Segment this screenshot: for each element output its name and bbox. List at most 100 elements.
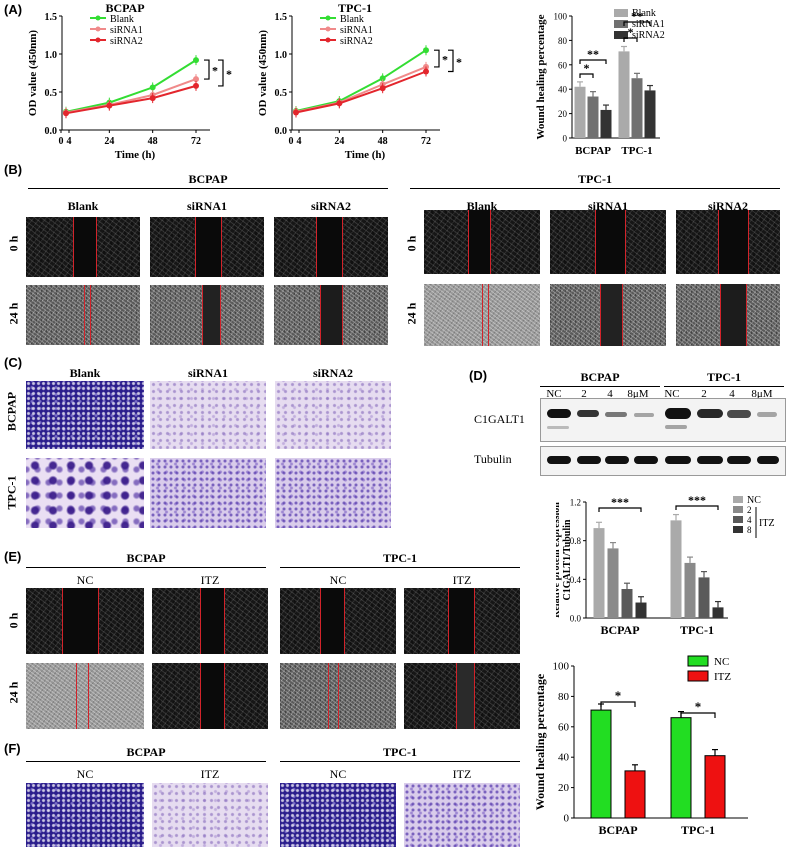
blot-target bbox=[540, 398, 786, 442]
chart-title: BCPAP bbox=[105, 1, 144, 15]
blot-band bbox=[605, 412, 627, 417]
y-tick-label: 100 bbox=[554, 12, 568, 22]
group-divider bbox=[540, 386, 660, 387]
sig-label: * bbox=[456, 55, 462, 69]
blot-band bbox=[547, 409, 571, 418]
legend-marker bbox=[95, 26, 101, 32]
lane-label: NC bbox=[664, 388, 680, 400]
wound-image bbox=[424, 284, 540, 346]
wound-image bbox=[676, 210, 780, 274]
transwell-image bbox=[152, 783, 268, 847]
y-axis-label: Relative protein expression bbox=[556, 502, 562, 618]
y-tick-label: 0.5 bbox=[45, 88, 58, 99]
data-point bbox=[336, 100, 343, 107]
col-header-nc: NC bbox=[329, 767, 347, 781]
legend-label: Blank bbox=[340, 14, 364, 25]
panel-label-d: (D) bbox=[469, 368, 488, 383]
bar bbox=[624, 770, 646, 819]
panel-label-a: (A) bbox=[4, 2, 23, 17]
sig-bracket bbox=[680, 712, 716, 718]
bar bbox=[684, 562, 696, 618]
sig-bracket bbox=[218, 59, 224, 87]
y-tick-label: 40 bbox=[558, 85, 568, 95]
x-tick-label: BCPAP bbox=[575, 145, 611, 157]
group-divider bbox=[26, 567, 266, 568]
wound-chart-itz: 0 20 40 60 80 100 Wound healing percentage BCPA… bbox=[533, 655, 748, 837]
wound-image bbox=[150, 217, 264, 277]
bar bbox=[600, 109, 612, 138]
x-tick-label: 72 bbox=[421, 136, 431, 147]
legend-label: siRNA2 bbox=[340, 36, 373, 47]
group-divider bbox=[664, 386, 784, 387]
wound-image bbox=[676, 284, 780, 346]
row-label-0h: 0 h bbox=[6, 612, 21, 629]
blot-band bbox=[605, 456, 629, 464]
y-tick-label: 80 bbox=[558, 691, 570, 703]
data-point bbox=[193, 82, 199, 89]
x-tick-label: BCPAP bbox=[600, 623, 639, 637]
chart-title: TPC-1 bbox=[338, 1, 372, 15]
x-tick-label: 24 bbox=[334, 136, 344, 147]
x-tick-label: 0 bbox=[289, 136, 294, 147]
transwell-image bbox=[280, 783, 396, 847]
x-tick-label: TPC-1 bbox=[680, 623, 714, 637]
sig-label: * bbox=[212, 64, 218, 78]
blot-band bbox=[634, 456, 658, 464]
wound-image bbox=[404, 588, 520, 654]
data-point bbox=[423, 47, 429, 54]
blot-band bbox=[665, 408, 691, 419]
col-header-blank: Blank bbox=[67, 199, 99, 213]
blot-band bbox=[665, 425, 687, 429]
sig-bracket bbox=[675, 505, 719, 510]
group-header-bcpap: BCPAP bbox=[126, 551, 166, 565]
group-header-tpc1: TPC-1 bbox=[383, 551, 417, 565]
series-line bbox=[65, 59, 197, 113]
col-header-nc: NC bbox=[76, 767, 94, 781]
bar bbox=[635, 602, 647, 618]
blot-loading bbox=[540, 446, 786, 476]
sig-label: *** bbox=[611, 495, 629, 509]
bar bbox=[704, 755, 726, 819]
y-tick-label: 100 bbox=[553, 661, 570, 673]
sig-bracket bbox=[579, 59, 607, 64]
col-header-sirna2: siRNA2 bbox=[707, 199, 748, 213]
y-axis-label: OD value (450nm) bbox=[27, 30, 39, 117]
y-tick-label: 1.5 bbox=[45, 12, 58, 23]
row-label-24h: 24 h bbox=[6, 681, 21, 704]
blot-band bbox=[727, 456, 751, 464]
legend-marker bbox=[325, 37, 331, 43]
wound-image bbox=[152, 663, 268, 729]
group-divider bbox=[280, 761, 520, 762]
x-tick-label: 4 bbox=[297, 136, 302, 147]
y-tick-label: 0.8 bbox=[570, 536, 582, 546]
legend-label: ITZ bbox=[714, 671, 731, 683]
group-header-bcpap: BCPAP bbox=[126, 745, 166, 759]
data-point bbox=[293, 109, 299, 116]
series-line bbox=[295, 70, 427, 114]
col-header-sirna1: siRNA1 bbox=[587, 199, 628, 213]
x-axis-label: Time (h) bbox=[345, 149, 386, 161]
col-header-blank: Blank bbox=[69, 366, 101, 380]
col-header-itz: ITZ bbox=[452, 767, 472, 781]
blot-band bbox=[697, 409, 723, 418]
y-tick-label: 1.0 bbox=[45, 50, 58, 61]
wound-image bbox=[424, 210, 540, 274]
legend-label: 2 bbox=[747, 505, 752, 515]
x-tick-label: TPC-1 bbox=[621, 145, 652, 157]
col-header-itz: ITZ bbox=[200, 573, 220, 587]
x-tick-label: 48 bbox=[378, 136, 388, 147]
legend-label: NC bbox=[747, 495, 761, 506]
y-tick-label: 60 bbox=[558, 721, 570, 733]
sig-label: * bbox=[615, 688, 622, 703]
panel-label-b: (B) bbox=[4, 162, 23, 177]
legend-swatch bbox=[614, 9, 628, 17]
data-point bbox=[149, 84, 156, 91]
x-tick-label: 4 bbox=[67, 136, 72, 147]
panel-label-f: (F) bbox=[4, 741, 21, 756]
blot-band bbox=[634, 413, 654, 417]
wound-image bbox=[152, 588, 268, 654]
transwell-image bbox=[26, 381, 144, 449]
data-point bbox=[63, 110, 69, 117]
y-tick-label: 0 bbox=[564, 813, 570, 825]
legend-label: siRNA2 bbox=[632, 30, 665, 41]
